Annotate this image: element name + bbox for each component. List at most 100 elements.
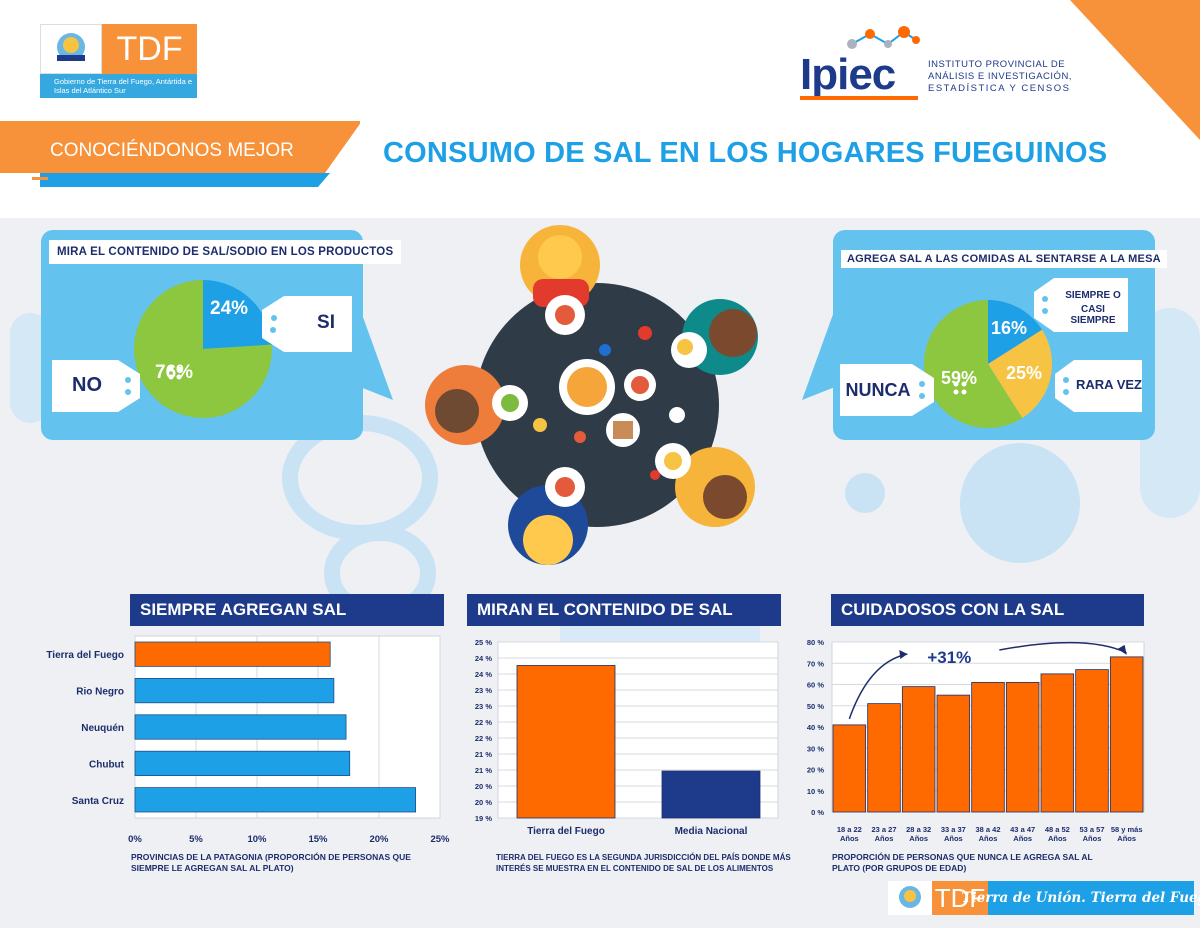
person-top-icon	[520, 225, 600, 307]
pie-left-chart	[134, 280, 272, 418]
footer-logo-text: TDF	[932, 881, 988, 915]
salt-dot-icon	[961, 381, 967, 387]
arrow-head-icon	[899, 650, 908, 659]
category-label: Años	[909, 834, 928, 843]
category-label: Años	[979, 834, 998, 843]
category-label: Años	[944, 834, 963, 843]
y-tick-label: 80 %	[807, 638, 824, 647]
pie-right-nunca-pct: 59%	[941, 368, 978, 388]
pie-right-title: AGREGA SAL A LAS COMIDAS AL SENTARSE A L…	[841, 250, 1167, 268]
bar	[832, 724, 867, 813]
ipiec-logo: Ipiec INSTITUTO PROVINCIAL DE ANÁLISIS E…	[800, 24, 1080, 104]
y-tick-label: 23 %	[475, 702, 492, 711]
category-label: Neuquén	[81, 723, 124, 734]
salt-dot-icon	[176, 374, 182, 380]
pie-right-siempre-label-2: CASI SIEMPRE	[1070, 304, 1116, 326]
category-label: Tierra del Fuego	[46, 650, 124, 661]
category-label: Rio Negro	[76, 687, 124, 698]
ipiec-caption-1: INSTITUTO PROVINCIAL DE	[928, 59, 1066, 70]
y-tick-label: 25 %	[475, 638, 492, 647]
coat-of-arms-icon	[57, 33, 85, 61]
bar	[1109, 656, 1144, 813]
category-label: Media Nacional	[675, 826, 748, 837]
x-tick-label: 25%	[430, 834, 450, 845]
category-label: Santa Cruz	[72, 796, 124, 807]
chart3-header: CUIDADOSOS CON LA SAL	[831, 594, 1144, 626]
category-label: 33 a 37	[941, 825, 966, 834]
x-tick-label: 10%	[247, 834, 267, 845]
gov-caption: Gobierno de Tierra del Fuego, Antártida …	[40, 74, 197, 98]
bar	[867, 703, 901, 813]
category-label: 48 a 52	[1045, 825, 1070, 834]
footer-slogan: Tierra de Unión. Tierra del Fuego.	[961, 881, 1200, 915]
category-label: Años	[840, 834, 859, 843]
pie-slice-si	[203, 280, 272, 349]
arrow-head-icon	[1117, 644, 1127, 655]
salt-dot-icon	[961, 389, 967, 395]
bar	[936, 694, 971, 813]
y-tick-label: 22 %	[475, 734, 492, 743]
salt-shaker-siempre-icon	[1034, 278, 1128, 332]
speech-tail-left	[355, 295, 393, 400]
pie-left-title: MIRA EL CONTENIDO DE SAL/SODIO EN LOS PR…	[49, 240, 402, 264]
gov-logo: TDF Gobierno de Tierra del Fuego, Antárt…	[40, 24, 197, 98]
section-tag-shape	[0, 121, 360, 187]
page-title: CONSUMO DE SAL EN LOS HOGARES FUEGUINOS	[383, 137, 1108, 169]
person-right-bottom-icon	[675, 447, 755, 527]
y-tick-label: 0 %	[811, 808, 824, 817]
ipiec-caption-3: ESTADÍSTICA Y CENSOS	[928, 83, 1071, 94]
x-tick-label: 15%	[308, 834, 328, 845]
ipiec-caption-2: ANÁLISIS E INVESTIGACIÓN,	[928, 71, 1072, 82]
speech-tail-right	[802, 295, 840, 400]
salt-dot-icon	[953, 389, 959, 395]
category-label: 58 y más	[1111, 825, 1143, 834]
bar	[134, 678, 335, 704]
y-tick-label: 50 %	[807, 702, 824, 711]
chart2-caption: TIERRA DEL FUEGO ES LA SEGUNDA JURISDICC…	[496, 853, 791, 873]
pie-right-chart	[924, 300, 1052, 428]
salt-shaker-si-icon	[262, 296, 352, 352]
bar	[134, 750, 351, 776]
y-tick-label: 20 %	[475, 798, 492, 807]
footer-logo: TDF Tierra de Unión. Tierra del Fuego.	[888, 881, 1200, 915]
y-tick-label: 10 %	[807, 787, 824, 796]
footer-coat-of-arms-icon	[899, 886, 921, 908]
pie-right-rara-label: RARA VEZ	[1076, 377, 1142, 392]
x-tick-label: 20%	[369, 834, 389, 845]
y-tick-label: 19 %	[475, 814, 492, 823]
category-label: 23 a 27	[871, 825, 896, 834]
y-tick-label: 21 %	[475, 766, 492, 775]
bar	[516, 665, 616, 819]
y-tick-label: 20 %	[475, 782, 492, 791]
pie-slice-siempre	[988, 300, 1043, 364]
category-label: Años	[1117, 834, 1136, 843]
bar	[1005, 681, 1040, 813]
x-tick-label: 0%	[128, 834, 142, 845]
y-tick-label: 22 %	[475, 718, 492, 727]
y-tick-label: 60 %	[807, 681, 824, 690]
salt-shaker-no-icon	[52, 360, 140, 412]
bar	[134, 641, 331, 667]
category-label: 28 a 32	[906, 825, 931, 834]
pie-left-no-label: NO	[72, 374, 102, 396]
pie-left-si-pct: 24%	[210, 298, 249, 319]
pie-left-si-label: SI	[317, 312, 335, 333]
salt-shaker-rara-icon	[1055, 360, 1142, 412]
category-label: 43 a 47	[1010, 825, 1035, 834]
y-tick-label: 24 %	[475, 654, 492, 663]
y-tick-label: 70 %	[807, 659, 824, 668]
chart3-caption: PROPORCIÓN DE PERSONAS QUE NUNCA LE AGRE…	[832, 852, 1093, 873]
molecule-icon	[847, 26, 920, 49]
chart-siempre-agregan-sal: 0% 5% 10% 15% 20% 25% Tierra del Fuego Rio Negr…	[46, 635, 450, 845]
category-label: Años	[875, 834, 894, 843]
pie-right-nunca-label: NUNCA	[845, 380, 911, 400]
category-label: Años	[1083, 834, 1102, 843]
y-tick-label: 23 %	[475, 686, 492, 695]
category-label: Años	[1013, 834, 1032, 843]
pie-slice-rara-vez	[988, 329, 1052, 419]
salt-dot-icon	[168, 366, 174, 372]
y-tick-label: 20 %	[807, 766, 824, 775]
bar	[1075, 669, 1109, 813]
bar	[134, 714, 347, 740]
pie-slice-nunca	[924, 300, 1023, 428]
